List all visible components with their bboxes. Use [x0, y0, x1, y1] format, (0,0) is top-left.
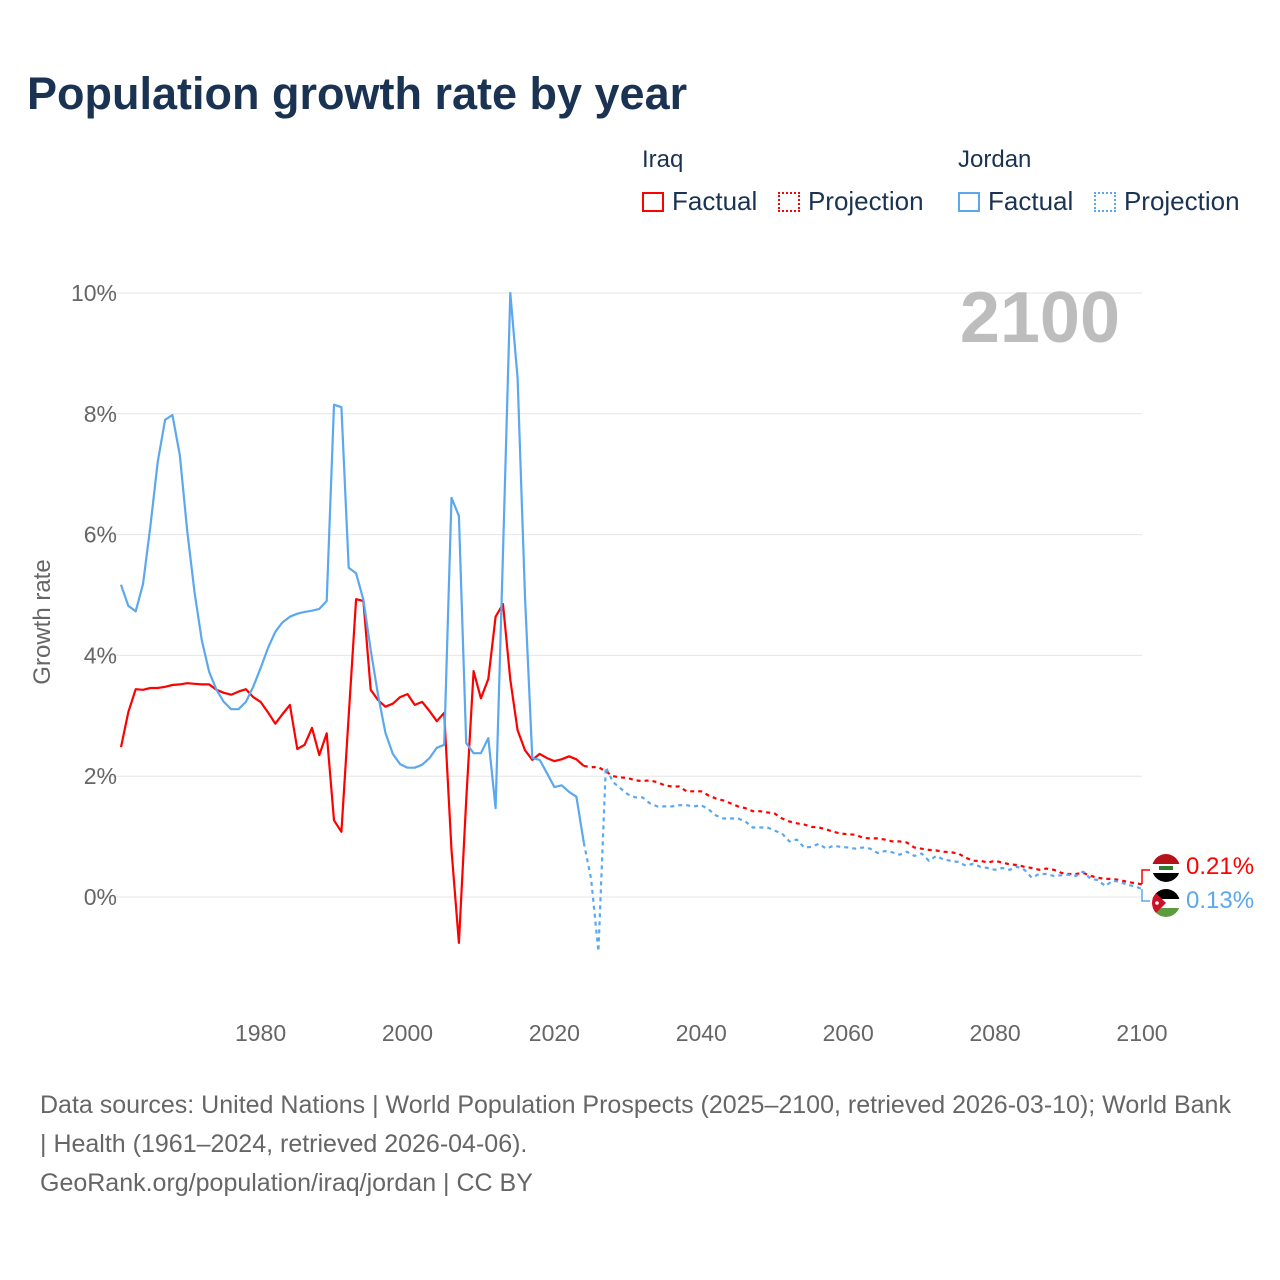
y-tick-label: 8%: [84, 401, 117, 427]
footer: Data sources: United Nations | World Pop…: [40, 1086, 1240, 1203]
end-connector: [1141, 869, 1150, 902]
year-display: 2100: [960, 278, 1120, 358]
x-tick-label: 2020: [529, 1020, 580, 1046]
iraq-end-value: 0.21%: [1186, 853, 1255, 880]
legend-iraq-factual[interactable]: Factual: [642, 186, 757, 217]
credit-link[interactable]: GeoRank.org/population/iraq/jordan | CC …: [40, 1169, 533, 1197]
legend-swatch-solid: [958, 191, 980, 212]
x-tick-label: 2000: [382, 1020, 433, 1046]
x-tick-label: 1980: [235, 1020, 286, 1046]
chart-title: Population growth rate by year: [27, 68, 688, 119]
legend-jordan-factual[interactable]: Factual: [958, 186, 1073, 217]
y-axis-label: Growth rate: [29, 559, 56, 684]
legend-country-iraq: Iraq: [642, 146, 684, 173]
y-tick-label: 0%: [84, 884, 117, 910]
y-tick-label: 6%: [84, 522, 117, 548]
y-tick-label: 4%: [84, 642, 117, 668]
jordan-flag-icon: [1152, 889, 1180, 917]
x-tick-label: 2080: [970, 1020, 1021, 1046]
legend-swatch-dotted: [777, 191, 800, 212]
series-line-jordan-factual: [119, 291, 585, 843]
legend-group-iraq: Iraq Factual Projection: [642, 146, 938, 219]
iraq-flag-icon: [1152, 854, 1180, 882]
series-line-iraq-projection: [583, 764, 1143, 886]
legend-label: Projection: [807, 186, 924, 216]
x-tick-label: 2100: [1116, 1020, 1167, 1046]
data-sources: Data sources: United Nations | World Pop…: [40, 1091, 1231, 1158]
jordan-end-value: 0.13%: [1186, 887, 1255, 914]
series-line-iraq-factual: [119, 598, 585, 945]
legend-iraq-projection[interactable]: Projection: [777, 186, 924, 217]
x-tick-label: 2060: [823, 1020, 874, 1046]
legend-country-jordan: Jordan: [958, 146, 1032, 173]
legend-jordan-projection[interactable]: Projection: [1093, 186, 1240, 217]
legend-label: Projection: [1123, 186, 1240, 216]
series-line-jordan-projection: [582, 765, 1143, 953]
legend-swatch-solid: [642, 191, 664, 212]
legend-group-jordan: Jordan Factual Projection: [958, 146, 1254, 219]
y-tick-label: 10%: [71, 280, 117, 306]
y-tick-label: 2%: [84, 763, 117, 789]
line-chart: 0% 2% 4% 6% 8% 10% 1980 2000 2020 2040 2060 2080 210…: [29, 278, 1180, 1046]
legend-swatch-dotted: [1093, 191, 1116, 212]
legend-label: Factual: [672, 186, 758, 216]
x-tick-label: 2040: [676, 1020, 727, 1046]
legend-label: Factual: [988, 186, 1074, 216]
